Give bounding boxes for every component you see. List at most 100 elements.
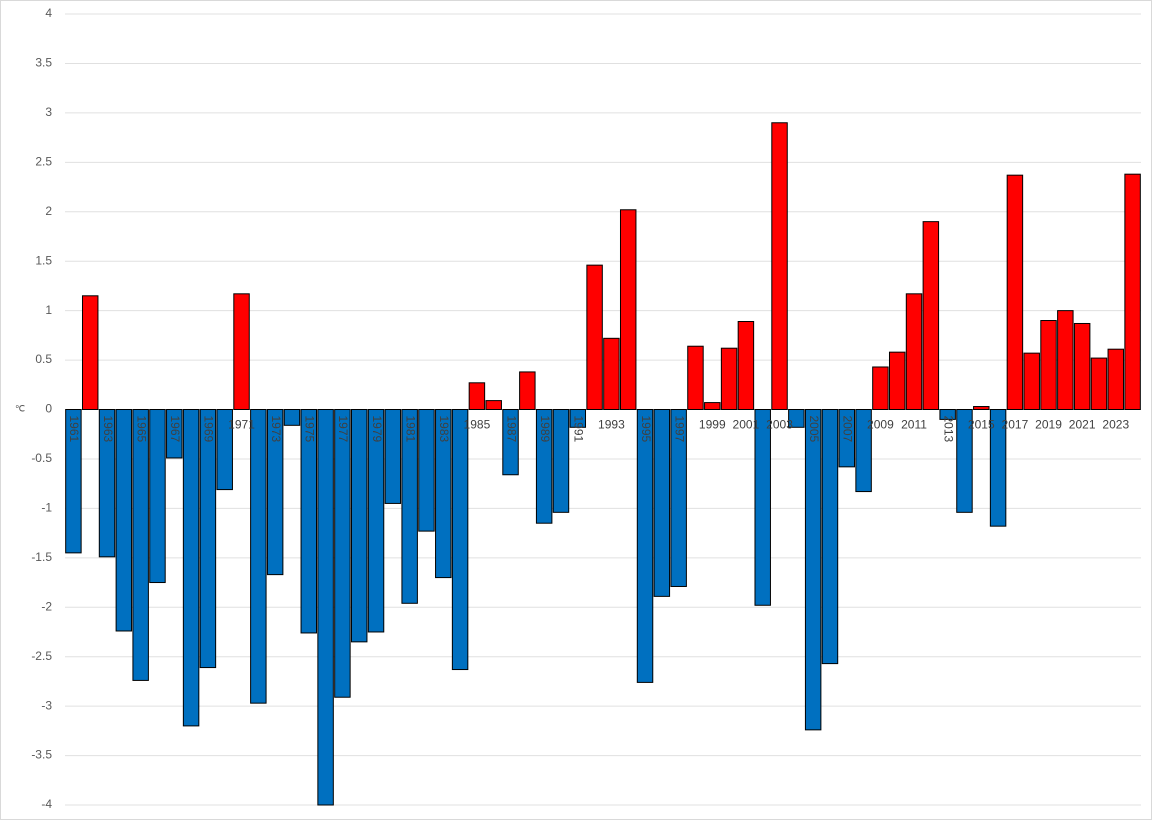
bar: [502, 409, 519, 476]
x-tick-label: 1971: [228, 418, 255, 432]
x-tick-label: 1969: [202, 416, 216, 443]
x-tick-label: 2003: [766, 418, 793, 432]
x-tick-label: 2021: [1069, 418, 1096, 432]
x-tick-label: 2019: [1035, 418, 1062, 432]
bar: [905, 293, 923, 410]
bar: [788, 409, 805, 428]
bar: [250, 409, 267, 704]
bar: [132, 409, 149, 681]
bar: [1023, 352, 1040, 410]
bar: [922, 221, 940, 410]
bar: [737, 321, 755, 410]
bar: [939, 409, 956, 420]
y-tick-label: 3: [45, 105, 52, 119]
bar: [603, 337, 620, 410]
bar: [956, 409, 973, 513]
y-tick-label: 1.5: [35, 253, 52, 267]
x-tick-label: 2007: [841, 416, 855, 443]
y-tick-label: 3.5: [35, 56, 52, 70]
x-tick-label: 1985: [464, 418, 491, 432]
bar: [149, 409, 166, 584]
x-tick-label: 2013: [941, 416, 955, 443]
x-tick-label: 1975: [303, 416, 317, 443]
y-tick-label: -1.5: [31, 550, 52, 564]
y-tick-label: 4: [45, 6, 52, 20]
x-tick-label: 1997: [672, 416, 686, 443]
bar: [855, 409, 872, 493]
y-tick-label: -2.5: [31, 649, 52, 663]
bar: [1040, 320, 1057, 411]
x-tick-label: 2011: [901, 418, 927, 432]
bar: [401, 409, 418, 604]
bar: [1124, 173, 1141, 410]
bar: [65, 409, 82, 554]
x-tick-label: 1977: [336, 416, 350, 443]
x-tick-label: 2005: [807, 416, 821, 443]
bar: [283, 409, 301, 426]
bar: [485, 400, 502, 411]
bar: [821, 409, 839, 665]
bar: [552, 409, 570, 513]
bar: [435, 409, 452, 579]
x-tick-label: 1979: [370, 416, 384, 443]
bar: [199, 409, 217, 669]
x-tick-label: 1973: [269, 416, 283, 443]
bar: [216, 409, 233, 491]
x-tick-label: 1991: [572, 416, 586, 443]
bar: [166, 409, 183, 459]
bar: [98, 409, 116, 558]
y-tick-label: 2: [45, 204, 52, 218]
bar: [81, 295, 99, 411]
bar: [468, 382, 486, 410]
y-tick-label: 1: [45, 303, 52, 317]
bar: [1107, 348, 1125, 410]
bar: [989, 409, 1007, 527]
x-tick-label: 1981: [403, 416, 417, 443]
x-tick-label: 1967: [168, 416, 182, 443]
y-tick-label: -2: [41, 599, 52, 613]
bar: [888, 351, 906, 410]
bar: [300, 409, 318, 634]
bar: [384, 409, 402, 504]
bar: [569, 409, 587, 428]
bar: [771, 122, 788, 410]
bar: [367, 409, 385, 633]
bar: [233, 293, 250, 410]
bar: [115, 409, 133, 632]
x-tick-label: 1993: [598, 418, 625, 432]
y-tick-label: 0.5: [35, 352, 52, 366]
y-tick-label: -3.5: [31, 748, 52, 762]
bar: [636, 409, 654, 683]
bar: [1057, 310, 1074, 410]
bar: [451, 409, 469, 671]
bar: [670, 409, 687, 587]
x-tick-label: 1965: [134, 416, 148, 443]
bar: [1006, 174, 1024, 410]
bar: [704, 402, 721, 410]
bar: [317, 409, 334, 806]
bar: [418, 409, 435, 532]
y-axis-label: ℃: [15, 403, 25, 413]
y-tick-label: -4: [41, 797, 52, 811]
bar: [266, 409, 284, 576]
bar: [586, 264, 603, 410]
x-tick-label: 1963: [101, 416, 115, 443]
bar: [350, 409, 368, 643]
bar: [535, 409, 553, 524]
y-tick-label: -0.5: [31, 451, 52, 465]
x-tick-label: 1961: [67, 416, 81, 443]
bar: [182, 409, 200, 727]
bar: [1073, 322, 1091, 411]
x-tick-label: 2023: [1102, 418, 1129, 432]
bar: [653, 409, 671, 597]
y-tick-label: -1: [41, 501, 52, 515]
x-tick-label: 2009: [867, 418, 894, 432]
x-tick-label: 1987: [504, 416, 518, 443]
bar: [519, 371, 536, 410]
bar: [720, 347, 738, 411]
y-tick-label: -3: [41, 698, 52, 712]
x-tick-label: 2015: [968, 418, 995, 432]
y-tick-label: 2.5: [35, 154, 52, 168]
bar: [973, 406, 990, 411]
